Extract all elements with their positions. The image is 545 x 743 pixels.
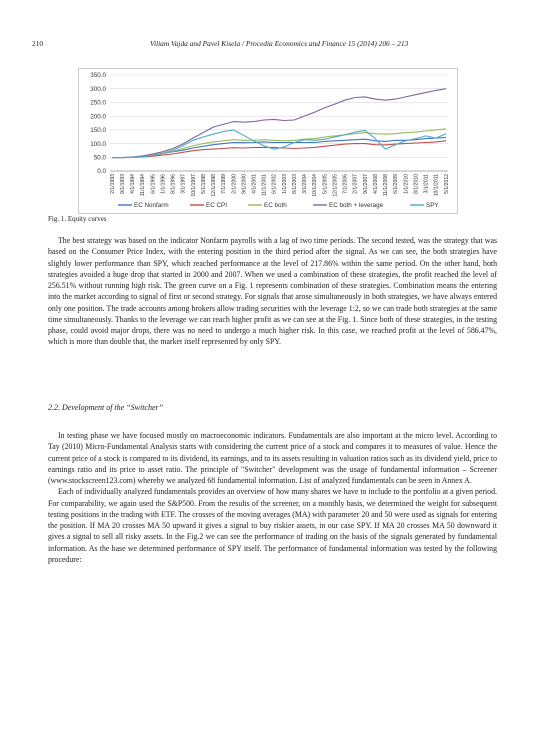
x-tick-label: 11/1/2001 xyxy=(262,174,268,196)
page-header: 210 Viliam Vajda and Pavel Kisela / Proc… xyxy=(32,39,513,51)
y-tick-label: 250.0 xyxy=(90,100,106,107)
x-tick-label: 3/1/2011 xyxy=(424,174,430,194)
x-tick-label: 11/1/2008 xyxy=(383,174,389,196)
body-text-b: In testing phase we have focused mostly … xyxy=(48,430,497,565)
x-tick-label: 7/1/1999 xyxy=(221,174,227,194)
series-line-spy xyxy=(112,129,447,159)
y-tick-label: 0.0 xyxy=(97,168,106,175)
running-title: Viliam Vajda and Pavel Kisela / Procedia… xyxy=(150,39,409,48)
paragraph-2: In testing phase we have focused mostly … xyxy=(48,431,497,485)
x-tick-label: 9/1/2007 xyxy=(363,174,369,194)
x-tick-label: 4/1/1994 xyxy=(130,174,136,194)
legend-label: EC CPI xyxy=(206,202,227,209)
x-tick-label: 8/1/2010 xyxy=(413,174,419,194)
legend-label: EC Nonfarm xyxy=(134,202,169,209)
x-tick-label: 3/1/1997 xyxy=(181,174,187,194)
equity-curves-chart: 0.0 50.0 100.0 150.0 200.0 250.0 300.0 350.0 2/1… xyxy=(78,68,458,214)
legend-label: EC both xyxy=(264,202,287,209)
x-tick-label: 10/1/2011 xyxy=(434,174,440,196)
x-tick-label: 12/1/2005 xyxy=(332,174,338,197)
x-tick-label: 9/1/1993 xyxy=(120,174,126,194)
x-tick-label: 6/1/2002 xyxy=(272,174,278,194)
x-tick-label: 6/1/1995 xyxy=(150,174,156,194)
x-tick-label: 2/1/2007 xyxy=(353,174,359,194)
legend-label: EC both + leverage xyxy=(329,202,384,209)
series-line-ec-both-leverage xyxy=(112,88,447,159)
x-tick-label: 12/1/1998 xyxy=(211,174,217,197)
x-tick-label: 4/1/2008 xyxy=(373,174,379,194)
x-tick-label: 3/1/2004 xyxy=(302,174,308,194)
x-tick-label: 8/1/1996 xyxy=(171,174,177,194)
figure-caption: Fig. 1. Equity curves xyxy=(48,215,107,223)
section-heading: 2.2. Development of the “Switcher” xyxy=(48,403,164,412)
x-tick-label: 1/1/2010 xyxy=(403,174,409,194)
y-tick-label: 350.0 xyxy=(90,72,106,79)
x-tick-label: 5/1/1998 xyxy=(201,174,207,194)
x-tick-label: 1/1/2003 xyxy=(282,174,288,194)
x-tick-label: 11/1/1994 xyxy=(140,174,146,196)
x-tick-label: 4/1/2001 xyxy=(251,174,257,194)
x-tick-label: 1/1/1996 xyxy=(160,174,166,194)
x-tick-label: 6/1/2009 xyxy=(393,174,399,194)
x-tick-label: 7/1/2006 xyxy=(343,174,349,194)
paragraph-1: The best strategy was based on the indic… xyxy=(48,236,497,347)
x-tick-label: 2/1/1993 xyxy=(110,174,116,194)
body-text-a: The best strategy was based on the indic… xyxy=(48,235,497,348)
y-tick-label: 100.0 xyxy=(90,141,106,148)
x-tick-label: 5/1/2005 xyxy=(322,174,328,194)
y-tick-label: 200.0 xyxy=(90,113,106,120)
x-tick-label: 9/1/2000 xyxy=(241,174,247,194)
x-tick-label: 10/1/2004 xyxy=(312,174,318,197)
paragraph-3: Each of individually analyzed fundamenta… xyxy=(48,487,497,564)
x-tick-label: 8/1/2003 xyxy=(292,174,298,194)
page-number: 210 xyxy=(32,39,44,48)
x-tick-label: 5/1/2012 xyxy=(444,174,450,194)
x-tick-label: 10/1/1997 xyxy=(191,174,197,197)
legend-label: SPY xyxy=(426,202,439,209)
x-tick-label: 2/1/2000 xyxy=(231,174,237,194)
chart-frame xyxy=(78,68,458,214)
y-tick-label: 150.0 xyxy=(90,127,106,134)
y-tick-label: 300.0 xyxy=(90,86,106,93)
y-tick-label: 50.0 xyxy=(94,154,107,161)
